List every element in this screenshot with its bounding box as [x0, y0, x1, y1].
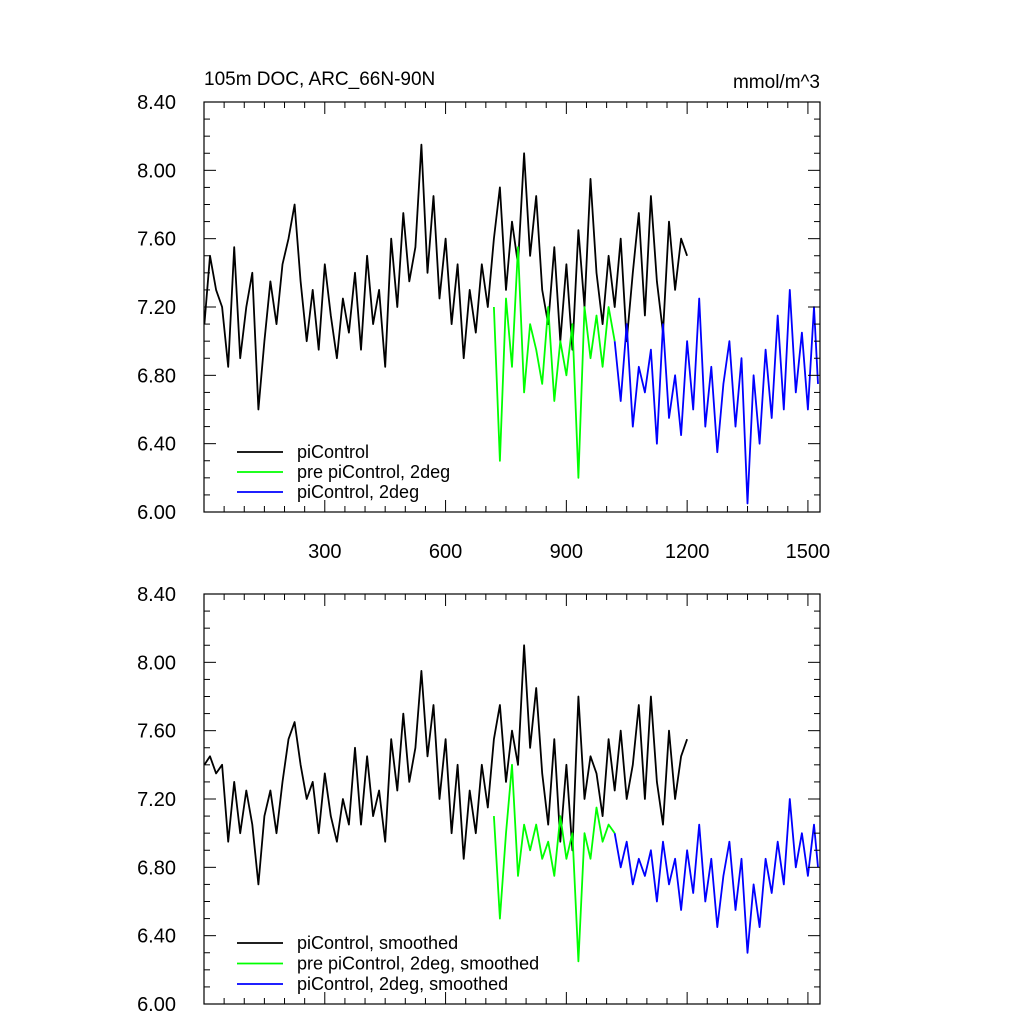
bottom-panel: 6.00 6.40 6.80 7.20 7.60 8.00 8.40 piControl, s…: [137, 584, 821, 1016]
x-tick-label: 600: [429, 541, 462, 563]
chart-title: 105m DOC, ARC_66N-90N: [204, 69, 435, 90]
y-tick-label: 6.00: [137, 502, 176, 524]
y-tick-label: 7.20: [137, 297, 176, 319]
y-tick-label: 6.40: [137, 926, 176, 948]
series-line-2: [613, 288, 819, 505]
series-line-1: [493, 246, 616, 479]
legend-label: piControl, 2deg, smoothed: [297, 974, 508, 994]
x-tick-label: 300: [308, 541, 341, 563]
series-line-2: [613, 798, 819, 954]
series-line-0: [203, 644, 688, 886]
y-tick-label: 6.00: [137, 994, 176, 1016]
series-line-1: [493, 763, 616, 963]
y-tick-label: 7.60: [137, 229, 176, 251]
y-tick-label: 8.40: [137, 584, 176, 606]
series-line-0: [203, 143, 688, 411]
legend-label: pre piControl, 2deg: [297, 462, 450, 482]
legend-label: piControl: [297, 442, 369, 462]
y-tick-label: 6.40: [137, 434, 176, 456]
legend-label: piControl, smoothed: [297, 933, 458, 953]
y-tick-label: 6.80: [137, 365, 176, 387]
x-tick-label: 1500: [786, 541, 831, 563]
legend-label: pre piControl, 2deg, smoothed: [297, 954, 539, 974]
x-tick-label: 1200: [665, 541, 710, 563]
y-tick-label: 8.00: [137, 652, 176, 674]
y-tick-label: 7.60: [137, 721, 176, 743]
units-label: mmol/m^3: [733, 72, 820, 93]
y-tick-label: 8.00: [137, 160, 176, 182]
y-tick-label: 8.40: [137, 92, 176, 114]
top-panel: 6.00 6.40 6.80 7.20 7.60 8.00 8.40 300 600 900 120…: [137, 69, 830, 563]
legend-label: piControl, 2deg: [297, 482, 419, 502]
y-tick-label: 6.80: [137, 857, 176, 879]
y-tick-label: 7.20: [137, 789, 176, 811]
x-tick-label: 900: [550, 541, 583, 563]
